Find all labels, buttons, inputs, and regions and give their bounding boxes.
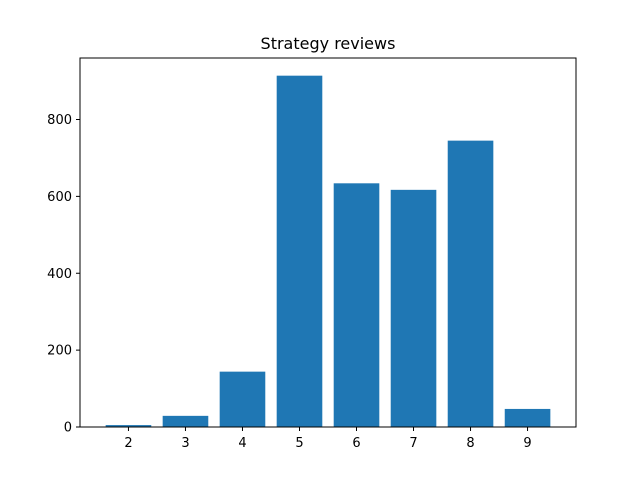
bar-2 [105, 425, 152, 427]
x-tick-label: 4 [238, 436, 246, 451]
bars-group [105, 75, 551, 428]
x-tick-label: 9 [523, 436, 531, 451]
bar-7 [390, 189, 437, 427]
x-tick-label: 8 [466, 436, 474, 451]
chart-title: Strategy reviews [261, 34, 396, 53]
bar-4 [219, 371, 266, 427]
plot-frame [79, 57, 577, 428]
y-axis-ticks: 0 200 400 600 800 [47, 113, 80, 436]
y-tick-label: 800 [47, 113, 72, 128]
x-tick-label: 5 [295, 436, 303, 451]
y-tick-label: 0 [64, 421, 72, 436]
x-tick-label: 7 [409, 436, 417, 451]
bar-9 [504, 408, 551, 427]
y-tick-label: 600 [47, 190, 72, 205]
x-tick-label: 2 [124, 436, 132, 451]
y-tick-label: 200 [47, 344, 72, 359]
bar-6 [333, 183, 380, 427]
bar-3 [162, 415, 209, 427]
x-axis-ticks: 2 3 4 5 6 7 8 9 [124, 427, 532, 451]
bar-8 [447, 140, 494, 427]
x-tick-label: 3 [181, 436, 189, 451]
bar-5 [276, 75, 323, 428]
x-tick-label: 6 [352, 436, 360, 451]
y-tick-label: 400 [47, 267, 72, 282]
